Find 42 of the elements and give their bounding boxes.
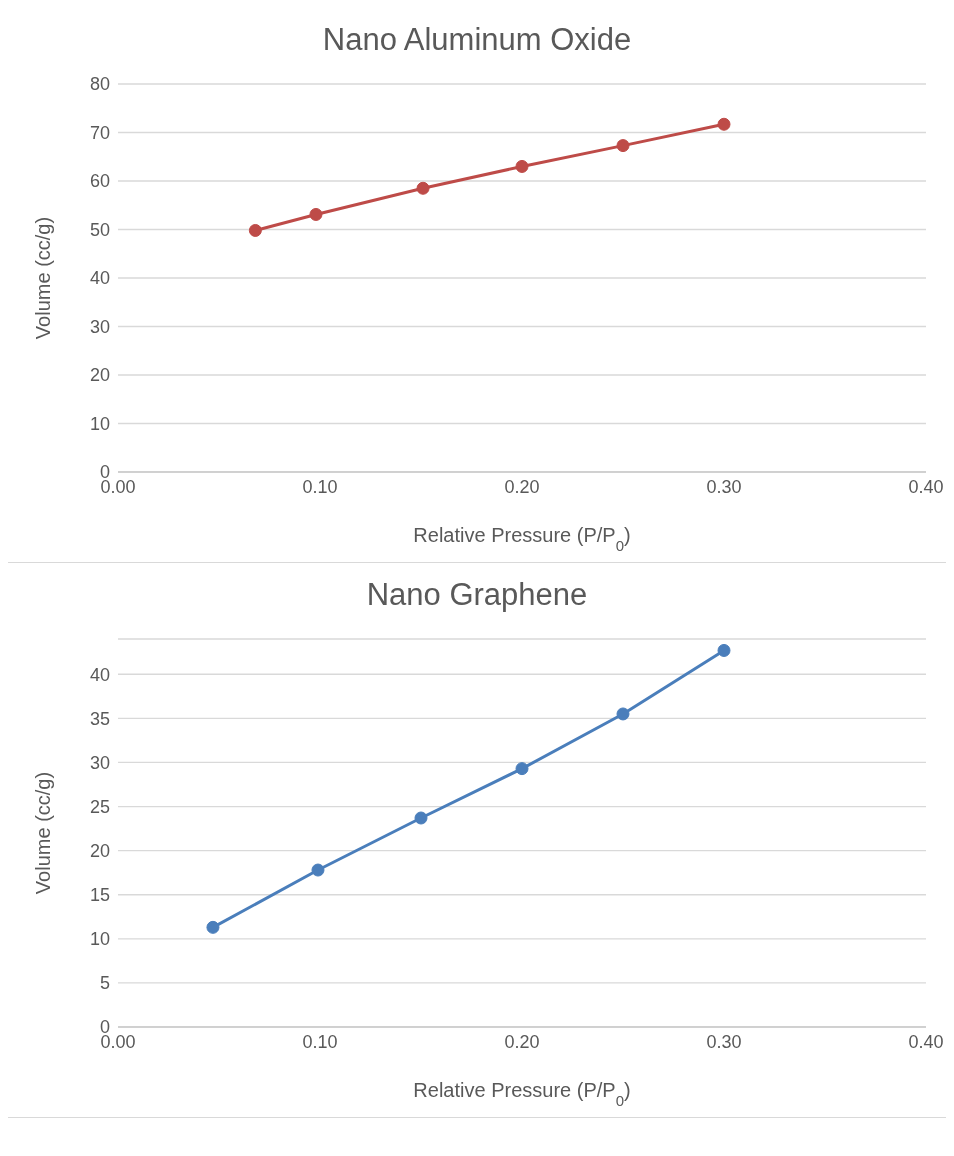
x-axis-title: Relative Pressure (P/P$_{0}$) [413,524,631,554]
x-tick-label: 0.30 [706,476,742,497]
y-tick-label: 35 [89,708,110,729]
point [206,920,220,934]
y-tick-label: 80 [89,74,110,95]
point [616,139,630,153]
y-tick-label: 20 [89,365,110,386]
point [248,223,262,237]
y-axis-title: Volume (cc/g) [32,771,54,895]
y-tick-label: 30 [89,752,110,773]
point [717,643,731,657]
point [416,181,430,195]
point [515,159,529,173]
point [515,762,529,776]
x-tick-label: 0.10 [302,1031,338,1052]
y-tick-label: 50 [89,219,110,240]
x-tick-label: 0.40 [908,476,944,497]
chart-title: Nano Aluminum Oxide [321,22,633,59]
y-tick-label: 70 [89,122,110,143]
y-tick-label: 25 [89,796,110,817]
point [311,863,325,877]
y-tick-label: 10 [89,413,110,434]
y-tick-label: 5 [99,973,110,994]
x-axis-title: Relative Pressure (P/P$_{0}$) [413,1079,631,1109]
y-tick-label: 40 [89,664,110,685]
point [414,811,428,825]
y-tick-label: 20 [89,841,110,862]
y-tick-label: 15 [89,885,110,906]
point [309,207,323,221]
x-tick-label: 0.20 [504,1031,540,1052]
y-tick-label: 30 [89,316,110,337]
x-tick-label: 0.40 [908,1031,944,1052]
x-tick-label: 0.30 [706,1031,742,1052]
point [616,707,630,721]
x-tick-label: 0.20 [504,476,540,497]
y-tick-label: 10 [89,929,110,950]
y-tick-label: 60 [89,171,110,192]
chart-title: Nano Graphene [365,577,589,614]
point [717,117,731,131]
x-tick-label: 0.10 [302,476,338,497]
y-axis-title: Volume (cc/g) [32,216,54,340]
y-tick-label: 40 [89,268,110,289]
